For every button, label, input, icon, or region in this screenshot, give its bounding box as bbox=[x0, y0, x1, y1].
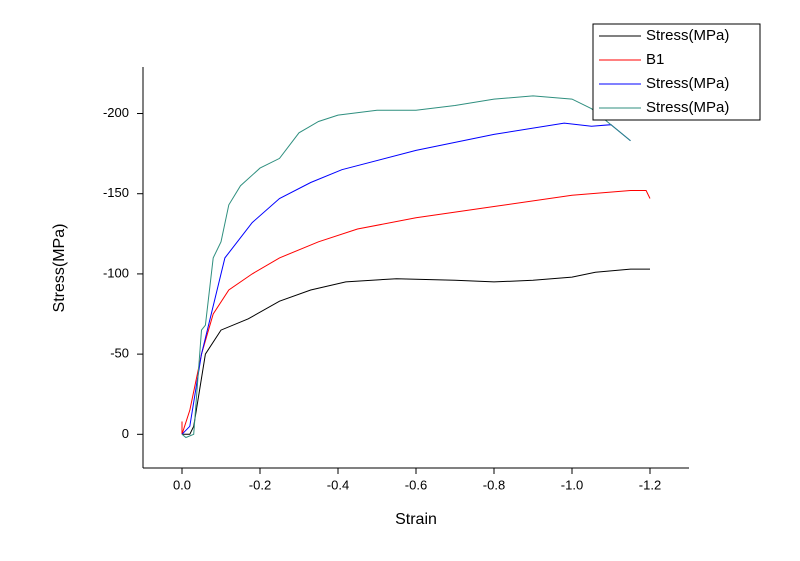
legend-label: B1 bbox=[646, 51, 664, 68]
y-tick-label: -50 bbox=[110, 346, 129, 361]
x-tick-label: -1.2 bbox=[639, 477, 661, 492]
series-line bbox=[181, 122, 631, 435]
y-tick-label: -150 bbox=[103, 185, 129, 200]
x-tick-label: -1.0 bbox=[561, 477, 583, 492]
legend-box bbox=[592, 23, 761, 121]
series-line bbox=[181, 95, 631, 439]
series-line bbox=[182, 268, 650, 435]
x-axis-label: Strain bbox=[395, 511, 437, 528]
legend-label: Stress(MPa) bbox=[646, 99, 729, 116]
x-tick-label: -0.2 bbox=[249, 477, 271, 492]
x-tick-label: -0.4 bbox=[327, 477, 349, 492]
series-line bbox=[181, 190, 651, 435]
x-tick-label: -0.8 bbox=[483, 477, 505, 492]
y-tick-label: -200 bbox=[103, 105, 129, 120]
legend-label: Stress(MPa) bbox=[646, 27, 729, 44]
legend-label: Stress(MPa) bbox=[646, 75, 729, 92]
x-tick-label: 0.0 bbox=[173, 477, 191, 492]
x-tick-label: -0.6 bbox=[405, 477, 427, 492]
y-tick-label: 0 bbox=[122, 426, 129, 441]
y-axis-label: Stress(MPa) bbox=[51, 224, 68, 313]
y-tick-label: -100 bbox=[103, 265, 129, 280]
